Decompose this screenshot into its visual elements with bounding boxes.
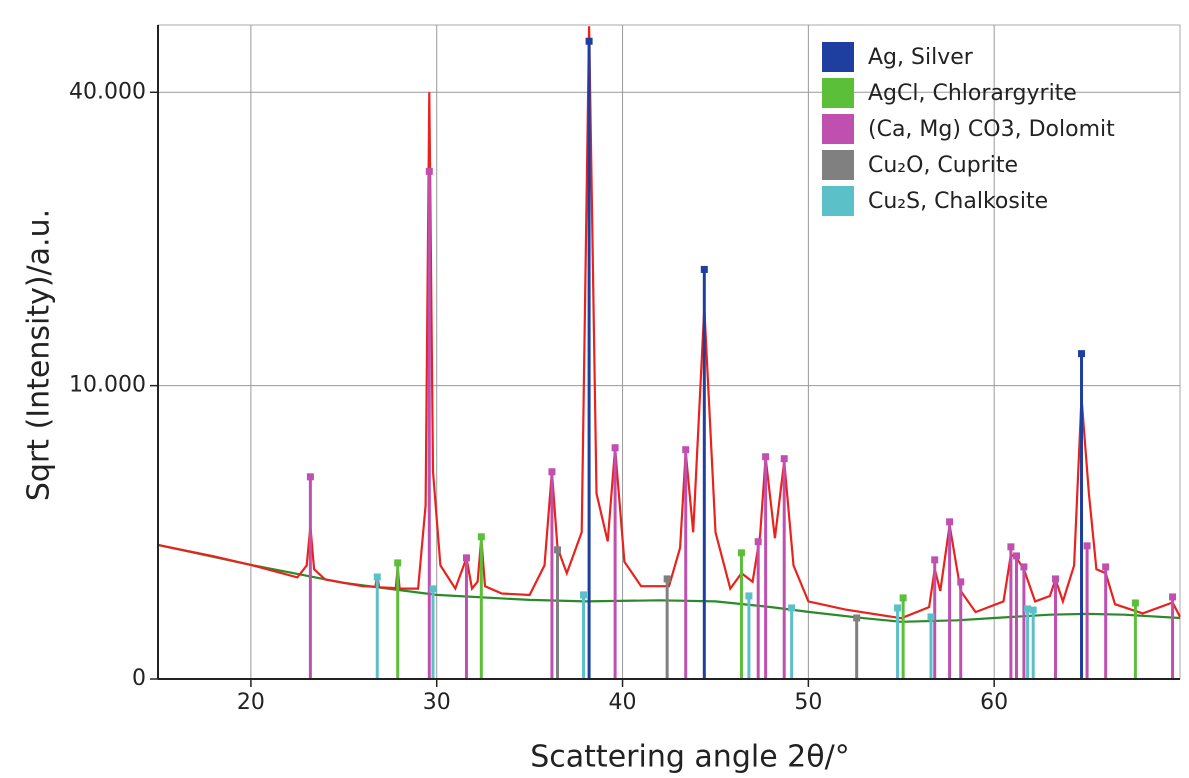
stick-marker	[1083, 542, 1091, 550]
y-axis-label: Sqrt (Intensity)/a.u.	[22, 209, 57, 501]
legend-label: (Ca, Mg) CO3, Dolomit	[868, 117, 1115, 142]
stick-marker	[1020, 563, 1028, 571]
y-tick-label: 10.000	[69, 373, 146, 398]
stick-marker	[1029, 606, 1037, 614]
legend-label: AgCl, Chlorargyrite	[868, 81, 1077, 106]
stick-marker	[853, 614, 861, 622]
stick-marker	[931, 556, 939, 564]
stick-marker	[554, 546, 562, 554]
stick-marker	[1169, 593, 1177, 601]
stick-marker	[762, 453, 770, 461]
stick-marker	[946, 518, 954, 526]
x-tick-label: 60	[980, 690, 1008, 715]
stick-marker	[957, 578, 965, 586]
stick-marker	[306, 473, 314, 481]
stick-marker	[373, 573, 381, 581]
legend-swatch	[822, 42, 854, 72]
x-axis-label: Scattering angle 2θ/°	[530, 740, 849, 775]
y-tick-label: 0	[132, 666, 146, 691]
stick-marker	[580, 591, 588, 599]
stick-marker	[1052, 575, 1060, 583]
legend-label: Cu₂S, Chalkosite	[868, 189, 1048, 214]
legend-swatch	[822, 114, 854, 144]
y-tick-label: 40.000	[69, 79, 146, 104]
stick-marker	[425, 167, 433, 175]
stick-marker	[1102, 563, 1110, 571]
stick-marker	[1024, 605, 1032, 613]
x-tick-label: 20	[237, 690, 265, 715]
legend-swatch	[822, 78, 854, 108]
stick-marker	[1078, 350, 1086, 358]
stick-marker	[1131, 599, 1139, 607]
stick-marker	[462, 554, 470, 562]
x-tick-label: 50	[794, 690, 822, 715]
x-tick-label: 40	[609, 690, 637, 715]
stick-marker	[585, 37, 593, 45]
stick-marker	[548, 468, 556, 476]
stick-marker	[745, 592, 753, 600]
x-tick-label: 30	[423, 690, 451, 715]
stick-marker	[780, 455, 788, 463]
stick-marker	[737, 549, 745, 557]
stick-marker	[899, 594, 907, 602]
stick-marker	[700, 265, 708, 273]
stick-marker	[788, 604, 796, 612]
stick-marker	[1007, 543, 1015, 551]
stick-marker	[477, 533, 485, 541]
stick-marker	[894, 604, 902, 612]
stick-marker	[1012, 552, 1020, 560]
stick-marker	[663, 575, 671, 583]
stick-marker	[682, 446, 690, 454]
legend-swatch	[822, 150, 854, 180]
legend-swatch	[822, 186, 854, 216]
stick-marker	[611, 444, 619, 452]
stick-marker	[754, 538, 762, 546]
stick-marker	[927, 613, 935, 621]
stick-marker	[394, 559, 402, 567]
stick-marker	[429, 585, 437, 593]
legend-label: Cu₂O, Cuprite	[868, 153, 1018, 178]
legend-label: Ag, Silver	[868, 45, 974, 70]
